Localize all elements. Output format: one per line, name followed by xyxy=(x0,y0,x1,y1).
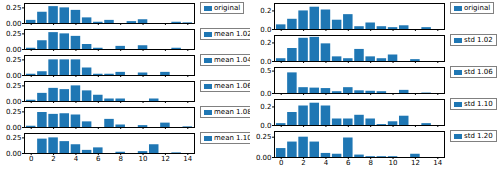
svg-text:8: 8 xyxy=(368,159,372,167)
svg-text:0: 0 xyxy=(279,159,283,167)
svg-text:0.2: 0.2 xyxy=(260,7,271,15)
html-text:original: original xyxy=(214,4,241,12)
svg-text:2: 2 xyxy=(51,155,55,163)
svg-text:14: 14 xyxy=(433,159,442,167)
html-text:std 1.02: std 1.02 xyxy=(464,36,493,44)
html-text:mean 1.04: mean 1.04 xyxy=(214,56,252,64)
svg-text:10: 10 xyxy=(389,159,398,167)
svg-text:0.25: 0.25 xyxy=(6,4,22,12)
svg-text:12: 12 xyxy=(411,159,420,167)
svg-text:10: 10 xyxy=(139,155,148,163)
svg-text:12: 12 xyxy=(161,155,170,163)
svg-text:4: 4 xyxy=(74,155,79,163)
svg-text:4: 4 xyxy=(324,159,329,167)
svg-text:2: 2 xyxy=(301,159,305,167)
html-text:original: original xyxy=(464,4,491,12)
html-text:mean 1.02: mean 1.02 xyxy=(214,30,252,38)
svg-text:0.5: 0.5 xyxy=(260,67,271,75)
svg-text:0.25: 0.25 xyxy=(6,134,22,142)
html-text:mean 1.10: mean 1.10 xyxy=(214,134,252,142)
svg-text:0.25: 0.25 xyxy=(6,30,22,38)
svg-text:0: 0 xyxy=(29,155,33,163)
svg-text:0.25: 0.25 xyxy=(6,82,22,90)
svg-text:6: 6 xyxy=(96,155,101,163)
html-text:std 1.10: std 1.10 xyxy=(464,100,493,108)
svg-text:0.25: 0.25 xyxy=(256,133,272,141)
svg-text:0.00: 0.00 xyxy=(6,150,22,158)
svg-text:0.00: 0.00 xyxy=(256,154,272,162)
html-text:mean 1.06: mean 1.06 xyxy=(214,82,252,90)
html-text:std 1.06: std 1.06 xyxy=(464,68,493,76)
svg-text:8: 8 xyxy=(118,155,122,163)
svg-text:0.25: 0.25 xyxy=(6,56,22,64)
svg-text:0.25: 0.25 xyxy=(6,108,22,116)
html-text:std 1.20: std 1.20 xyxy=(464,132,493,140)
svg-text:6: 6 xyxy=(346,159,351,167)
svg-text:0.2: 0.2 xyxy=(260,103,271,111)
html-text:mean 1.08: mean 1.08 xyxy=(214,108,252,116)
svg-text:14: 14 xyxy=(183,155,192,163)
svg-text:0.2: 0.2 xyxy=(260,39,271,47)
